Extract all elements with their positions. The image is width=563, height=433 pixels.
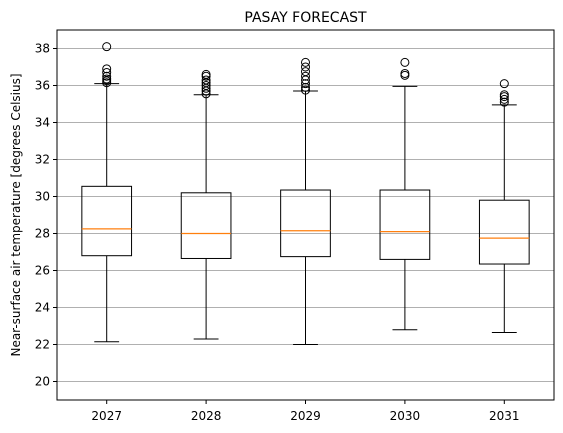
outlier-2031-0 bbox=[499, 97, 509, 107]
outlier-2029-2 bbox=[301, 79, 310, 89]
boxes bbox=[81, 42, 530, 345]
outlier-2031-1 bbox=[499, 94, 509, 104]
ytick-label-30: 30 bbox=[35, 190, 50, 204]
xtick-label-2027: 2027 bbox=[91, 409, 122, 423]
ytick-label-28: 28 bbox=[35, 227, 50, 241]
box-body-2031 bbox=[478, 199, 530, 265]
box-2031 bbox=[478, 79, 530, 333]
chart-title: PASAY FORECAST bbox=[244, 10, 367, 26]
xtick-label-2030: 2030 bbox=[390, 409, 421, 423]
outlier-2029-7 bbox=[301, 57, 310, 67]
outlier-2029-4 bbox=[301, 71, 310, 81]
outlier-2027-2 bbox=[102, 74, 112, 84]
box-body-2030 bbox=[379, 189, 431, 260]
ytick-label-36: 36 bbox=[35, 79, 50, 93]
ytick-label-34: 34 bbox=[35, 116, 50, 130]
outlier-2028-7 bbox=[201, 69, 211, 79]
ytick-label-26: 26 bbox=[35, 264, 50, 278]
box-body-2029 bbox=[280, 189, 331, 258]
outlier-2028-3 bbox=[201, 81, 211, 90]
outlier-2030-1 bbox=[400, 68, 410, 78]
box-body-2027 bbox=[81, 185, 133, 257]
box-2029 bbox=[280, 57, 331, 345]
y-ticks: 20 22 24 26 28 30 32 34 36 38 bbox=[35, 42, 57, 389]
y-axis-label: Near-surface air temperature [degrees Ce… bbox=[9, 73, 23, 356]
outlier-2031-3 bbox=[499, 90, 509, 100]
outlier-2027-3 bbox=[102, 71, 112, 81]
box-body-2028 bbox=[180, 192, 232, 259]
outlier-2031-4 bbox=[499, 79, 509, 89]
outlier-2029-1 bbox=[301, 82, 310, 92]
ytick-label-24: 24 bbox=[35, 301, 50, 315]
ytick-label-38: 38 bbox=[35, 42, 50, 56]
outlier-2029-6 bbox=[301, 62, 310, 72]
outlier-2027-5 bbox=[102, 64, 112, 74]
box-2030 bbox=[379, 57, 431, 331]
outlier-2028-5 bbox=[201, 75, 211, 85]
ytick-label-32: 32 bbox=[35, 153, 50, 167]
box-2028 bbox=[180, 69, 232, 340]
outlier-2030-2 bbox=[400, 57, 410, 67]
grid-lines bbox=[57, 48, 554, 382]
ytick-label-22: 22 bbox=[35, 338, 50, 352]
outlier-2029-5 bbox=[301, 67, 310, 77]
outlier-2027-4 bbox=[102, 68, 112, 78]
xtick-label-2029: 2029 bbox=[290, 409, 321, 423]
box-2027 bbox=[81, 42, 133, 343]
outlier-2027-6 bbox=[102, 42, 112, 52]
xtick-label-2028: 2028 bbox=[191, 409, 222, 423]
xtick-label-2031: 2031 bbox=[489, 409, 520, 423]
x-ticks: 2027 2028 2029 2030 2031 bbox=[91, 400, 520, 423]
ytick-label-20: 20 bbox=[35, 375, 50, 389]
outlier-2029-0 bbox=[301, 85, 310, 95]
